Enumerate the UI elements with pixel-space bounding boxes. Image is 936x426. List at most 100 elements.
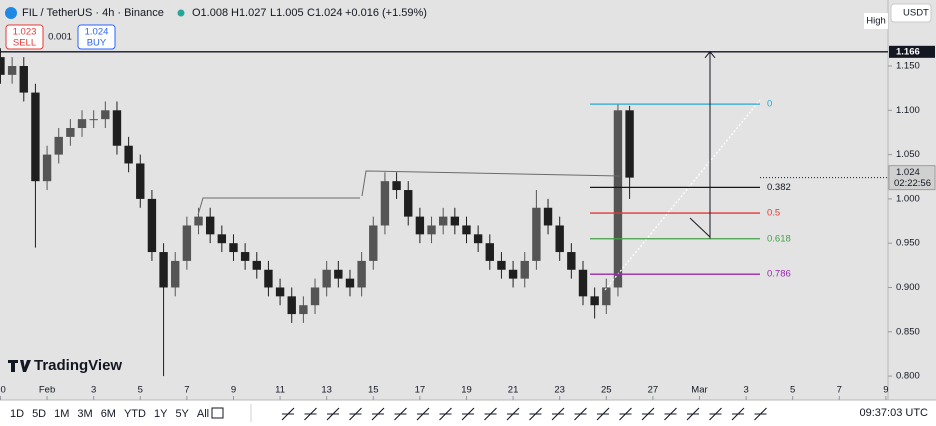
buy-button[interactable] bbox=[77, 24, 116, 50]
buy-price: 1.024 bbox=[85, 27, 109, 38]
candle-body bbox=[299, 305, 308, 315]
tool-icon[interactable] bbox=[731, 407, 745, 421]
tool-icon[interactable] bbox=[754, 407, 767, 421]
scale-mode[interactable]: High bbox=[866, 16, 886, 27]
candle-body bbox=[369, 225, 378, 261]
plot bbox=[0, 48, 634, 377]
x-tick-label: 13 bbox=[321, 385, 332, 396]
x-tick-label: 9 bbox=[883, 385, 888, 396]
y-tick-label: 0.900 bbox=[896, 282, 920, 293]
tool-icon[interactable] bbox=[709, 407, 722, 421]
tool-icon[interactable] bbox=[574, 407, 587, 421]
fib-label: 0 bbox=[767, 99, 772, 110]
drawing-tools bbox=[281, 407, 767, 421]
tool-icon[interactable] bbox=[664, 407, 677, 421]
tool-icon[interactable] bbox=[686, 407, 700, 421]
candle-body bbox=[182, 225, 192, 261]
tool-icon[interactable] bbox=[506, 407, 520, 421]
candle-body bbox=[450, 216, 460, 226]
tool-icon[interactable] bbox=[641, 407, 655, 421]
tool-icon[interactable] bbox=[596, 407, 610, 421]
candle-body bbox=[229, 243, 238, 253]
dotted-projection bbox=[604, 99, 761, 291]
currency-select[interactable] bbox=[890, 3, 932, 23]
x-tick-label: 11 bbox=[275, 385, 285, 396]
ohlc-low: L1.005 bbox=[270, 7, 304, 19]
x-tick-label: 30 bbox=[0, 385, 6, 396]
tool-icon[interactable] bbox=[551, 407, 565, 421]
x-tick-label: 21 bbox=[508, 385, 519, 396]
tool-icon[interactable] bbox=[484, 407, 497, 421]
x-tick-label: 19 bbox=[461, 385, 472, 396]
ohlc-change: +0.016 (+1.59%) bbox=[345, 7, 427, 19]
last-price-label: 1.024 bbox=[896, 167, 920, 178]
tool-icon[interactable] bbox=[529, 407, 542, 421]
timeframe-button[interactable]: 5Y bbox=[175, 408, 189, 420]
candle-body bbox=[438, 216, 448, 226]
candle-body bbox=[252, 260, 261, 270]
fib-label: 0.5 bbox=[767, 208, 780, 219]
tool-icon[interactable] bbox=[439, 407, 452, 421]
timeframe-button[interactable]: 5D bbox=[32, 408, 46, 420]
candle-body bbox=[322, 269, 331, 288]
symbol-icon bbox=[5, 7, 17, 19]
date-range-icon[interactable] bbox=[211, 407, 224, 419]
tool-icon[interactable] bbox=[461, 407, 475, 421]
y-tick-label: 1.100 bbox=[896, 105, 920, 116]
y-tick-label: 0.950 bbox=[896, 238, 920, 249]
sell-button[interactable] bbox=[5, 24, 44, 50]
timeframe-button[interactable]: 1Y bbox=[154, 408, 168, 420]
price-line-badge bbox=[889, 45, 935, 58]
tool-icon[interactable] bbox=[371, 407, 385, 421]
tool-icon[interactable] bbox=[394, 407, 407, 421]
candle-body bbox=[112, 110, 122, 146]
sell-label: SELL bbox=[13, 38, 36, 49]
sell-price: 1.023 bbox=[13, 27, 37, 38]
ohlc-high: H1.027 bbox=[231, 7, 266, 19]
tool-icon[interactable] bbox=[416, 407, 430, 421]
candle-body bbox=[31, 92, 40, 182]
candle-body bbox=[462, 225, 471, 235]
x-tick-label: 3 bbox=[91, 385, 96, 396]
symbol[interactable]: FIL / TetherUS · 4h · Binance bbox=[22, 7, 164, 19]
candle-body bbox=[625, 110, 634, 178]
x-tick-label: 15 bbox=[368, 385, 379, 396]
tool-icon[interactable] bbox=[326, 407, 340, 421]
candle-body bbox=[310, 287, 320, 306]
timeframe-button[interactable]: YTD bbox=[124, 408, 146, 420]
timeframe-button[interactable]: All bbox=[197, 408, 209, 420]
fib-label: 0.618 bbox=[767, 233, 791, 244]
watermark: TradingView bbox=[34, 357, 122, 374]
x-tick-label: 7 bbox=[837, 385, 842, 396]
candle-body bbox=[497, 260, 506, 270]
countdown: 02:22:56 bbox=[894, 178, 931, 189]
timeframe-button[interactable]: 1M bbox=[54, 408, 69, 420]
candle-body bbox=[159, 252, 168, 288]
arrow-tail bbox=[689, 217, 711, 238]
ohlc-open: O1.008 bbox=[192, 7, 228, 19]
buy-label: BUY bbox=[87, 38, 107, 49]
tool-icon[interactable] bbox=[349, 407, 362, 421]
candle-body bbox=[555, 225, 564, 253]
candle-body bbox=[392, 181, 401, 191]
candle-body bbox=[334, 269, 343, 279]
tool-icon[interactable] bbox=[304, 407, 317, 421]
candle-body bbox=[89, 119, 98, 121]
fib-label: 0.382 bbox=[767, 182, 791, 193]
candle-body bbox=[567, 252, 576, 270]
scale-badge bbox=[864, 13, 888, 29]
ohlc-close: C1.024 bbox=[307, 7, 342, 19]
y-tick-label: 1.150 bbox=[896, 61, 920, 72]
timeframe-button[interactable]: 1D bbox=[10, 408, 24, 420]
tool-icon[interactable] bbox=[619, 407, 632, 421]
timeframe-button[interactable]: 3M bbox=[77, 408, 92, 420]
candle-body bbox=[345, 278, 355, 288]
candle-body bbox=[590, 296, 599, 306]
timeframe-button[interactable]: 6M bbox=[101, 408, 116, 420]
logo-mark bbox=[8, 360, 31, 372]
x-tick-label: 3 bbox=[743, 385, 748, 396]
tool-icon[interactable] bbox=[281, 407, 295, 421]
candle-body bbox=[42, 154, 52, 182]
last-price-badge bbox=[888, 165, 936, 191]
